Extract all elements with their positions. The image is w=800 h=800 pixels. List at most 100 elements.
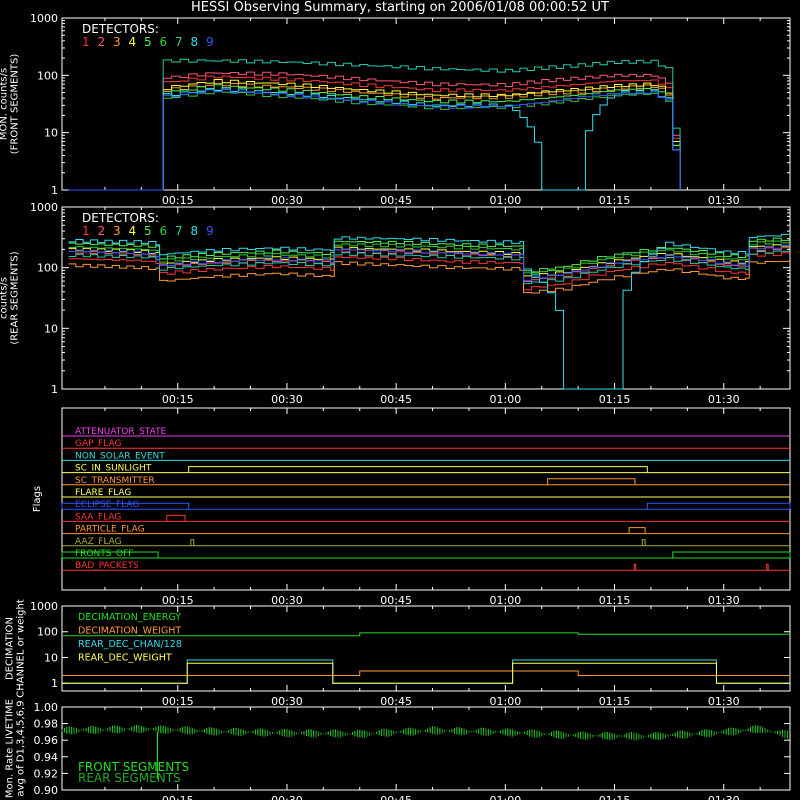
legend-entry-detector-5: 5: [144, 224, 152, 238]
legend-entry-detector-2: 2: [98, 224, 106, 238]
legend-entry: FRONT SEGMENTS: [78, 760, 189, 774]
y-axis-label-line: Mon. Rate LIVETIME: [5, 699, 16, 798]
legend-entry-detector-8: 8: [191, 224, 199, 238]
legend-entry-detector-6: 6: [160, 35, 168, 49]
flag-label: BAD_PACKETS: [75, 561, 139, 571]
x-tick-label: 00:15: [162, 695, 194, 708]
y-tick-label: 100: [37, 262, 58, 275]
y-tick-label: 10: [44, 322, 58, 335]
y-tick-label: 1000: [30, 600, 58, 613]
y-tick-label: 0.98: [34, 718, 59, 731]
y-axis-label-line: Flags: [32, 486, 43, 512]
legend-entry-detector-9: 9: [206, 35, 214, 49]
flag-label: NON_SOLAR_EVENT: [75, 451, 165, 461]
flag-active-segment: [61, 551, 159, 558]
series-line-detector-3: [68, 260, 790, 294]
x-tick-label: 00:30: [271, 594, 303, 607]
y-axis-label-line: DECIMATION: [5, 617, 16, 680]
panel-frame-5: [61, 706, 791, 791]
flag-active-segment: [628, 527, 646, 534]
legend-entry-detector-5: 5: [144, 35, 152, 49]
series-line-detector-1: [68, 252, 790, 291]
y-tick-label: 1000: [30, 201, 58, 214]
x-tick-label: 01:15: [599, 695, 631, 708]
x-tick-label: 01:15: [599, 194, 631, 207]
livetime-series-rear-segments: [61, 725, 789, 741]
legend-entry-detector-9: 9: [206, 224, 214, 238]
y-axis-label-3: Flags: [32, 486, 43, 512]
legend-entry: REAR_DEC_WEIGHT: [78, 653, 172, 664]
x-tick-label: 00:30: [271, 794, 303, 800]
flag-active-segment: [190, 539, 195, 546]
legend-title: DETECTORS:: [82, 211, 159, 225]
flag-label: FLARE_FLAG: [75, 488, 131, 498]
x-tick-label: 00:45: [380, 393, 412, 406]
x-tick-label: 00:15: [162, 594, 194, 607]
series-line-detector-1: [68, 75, 681, 191]
x-tick-label: 01:00: [490, 194, 522, 207]
series-line-rear-dec-weight: [62, 662, 790, 684]
x-tick-label: 01:00: [490, 794, 522, 800]
y-tick-label: 1: [51, 383, 58, 396]
series-line-detector-7: [68, 250, 790, 285]
x-tick-label: 01:30: [708, 594, 740, 607]
flag-active-segment: [766, 563, 769, 571]
y-tick-label: 1.00: [34, 701, 59, 714]
legend-entry: DECIMATION_ENERGY: [78, 612, 181, 623]
legend-entry-detector-6: 6: [160, 224, 168, 238]
y-axis-label-5: Mon. Rate LIVETIME avg of D1,3,4,5,6,9: [5, 699, 27, 798]
y-tick-label: 100: [37, 626, 58, 639]
series-line-detector-6: [68, 90, 681, 191]
series-line-detector-5: [68, 237, 790, 273]
y-tick-label: 0.96: [34, 734, 59, 747]
y-tick-label: 1: [51, 184, 58, 197]
legend-entry-detector-3: 3: [113, 35, 121, 49]
x-tick-label: 01:15: [599, 594, 631, 607]
series-line-detector-7: [68, 58, 681, 191]
series-line-detector-6: [68, 240, 790, 274]
flag-label: ECLIPSE_FLAG: [75, 500, 139, 510]
y-axis-label-line: CHANNEL or weight: [16, 599, 27, 698]
series-line-detector-8: [68, 233, 790, 390]
series-line-detector-8: [68, 87, 681, 191]
x-tick-label: 01:15: [599, 393, 631, 406]
y-axis-label-line: avg of D1,3,4,5,6,9: [16, 700, 27, 796]
x-tick-label: 00:45: [380, 794, 412, 800]
series-line-detector-2: [68, 71, 681, 191]
y-tick-label: 10: [44, 127, 58, 140]
y-axis-label-line: (REAR SEGMENTS): [10, 251, 21, 344]
y-axis-label-4: DECIMATION CHANNEL or weight: [5, 599, 27, 698]
panel-frame-1: [61, 17, 791, 191]
y-axis-label-2: counts/s (REAR SEGMENTS): [0, 251, 21, 344]
x-tick-label: 00:15: [162, 393, 194, 406]
flag-active-segment: [188, 466, 648, 473]
legend-entry-detector-4: 4: [129, 224, 137, 238]
x-tick-label: 01:00: [490, 594, 522, 607]
flag-label: PARTICLE_FLAG: [75, 525, 145, 535]
panel-frame-3: [61, 407, 791, 591]
series-line-decimation-weight: [62, 670, 790, 676]
legend-entry-detector-1: 1: [82, 224, 90, 238]
x-tick-label: 01:30: [708, 794, 740, 800]
legend-entry-detector-2: 2: [98, 35, 106, 49]
series-line-decimation-energy: [62, 632, 790, 637]
x-tick-label: 00:30: [271, 695, 303, 708]
chart-title: HESSI Observing Summary, starting on 200…: [191, 0, 609, 15]
flag-label: FRONTS_OFF: [75, 549, 133, 559]
flag-label: SAA_FLAG: [75, 512, 121, 522]
x-tick-label: 00:15: [162, 194, 194, 207]
x-tick-label: 00:45: [380, 194, 412, 207]
x-tick-label: 01:30: [708, 194, 740, 207]
legend-entry-detector-7: 7: [175, 224, 183, 238]
x-tick-label: 00:45: [380, 695, 412, 708]
flag-label: AAZ_FLAG: [75, 537, 122, 547]
legend-entry-detector-8: 8: [191, 35, 199, 49]
x-tick-label: 00:15: [162, 794, 194, 800]
y-tick-label: 10: [44, 651, 58, 664]
y-axis-label-line: counts/s: [0, 277, 10, 319]
series-line-detector-5: [68, 84, 681, 191]
legend-entry: REAR SEGMENTS: [78, 771, 181, 785]
flag-active-segment: [166, 514, 186, 522]
flag-label: SC_IN_SUNLIGHT: [75, 464, 152, 474]
